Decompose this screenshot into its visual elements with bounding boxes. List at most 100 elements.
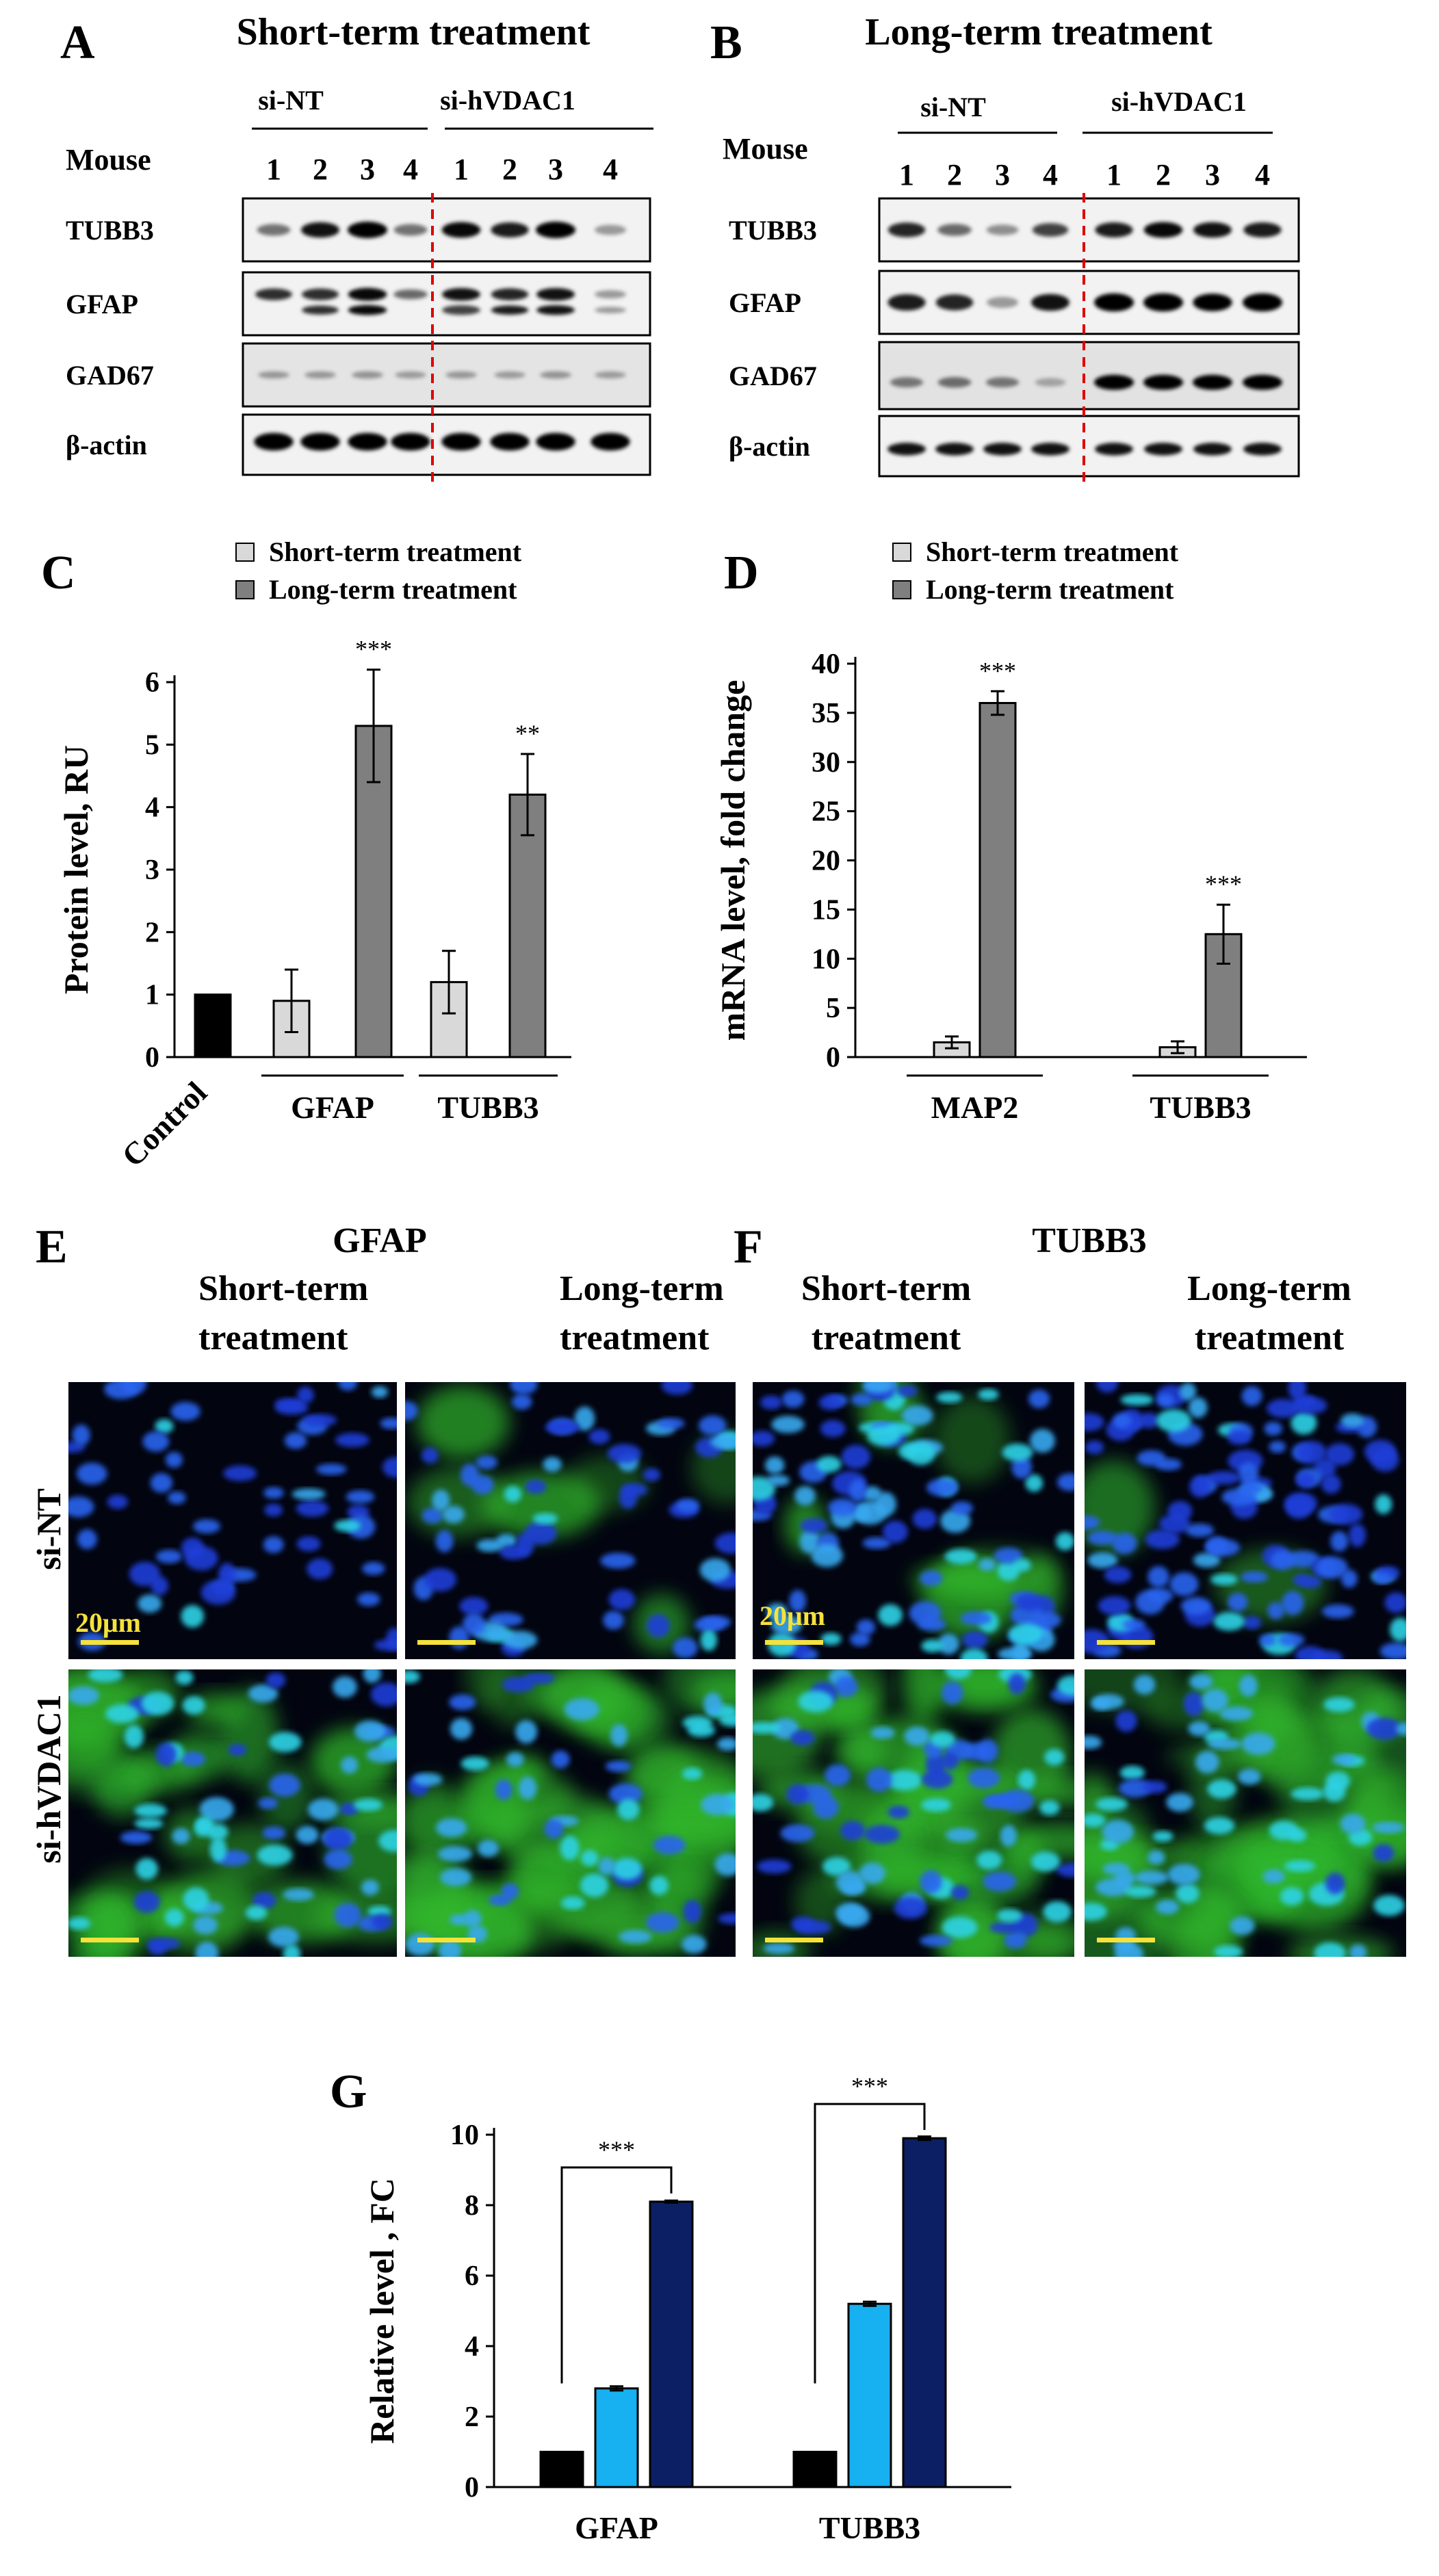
micrograph-image	[753, 1669, 1074, 1957]
panel-d: D 0 5 10 15 20 25 30 35 40 mRNA level, fold chang…	[714, 536, 1307, 1125]
blot-band	[1095, 222, 1133, 237]
panel-b-mouse-label: Mouse	[723, 132, 808, 166]
significance-stars: ***	[851, 2072, 888, 2100]
blot-band	[348, 432, 387, 451]
panel-g-letter: G	[330, 2066, 367, 2118]
category-label: GFAP	[291, 1090, 374, 1125]
panel-g: G 0 2 4 6 8 10 Relative level , FC *** GFAP *** TU…	[330, 2066, 1011, 2545]
blot-band	[442, 287, 480, 301]
chart-c: 0 1 2 3 4 5 6 Protein level, RU Short-term treat…	[57, 536, 571, 1173]
blot-band	[591, 432, 630, 451]
blot-band	[1243, 293, 1282, 312]
blot-band	[304, 371, 336, 379]
y-tick-label: 15	[812, 894, 840, 926]
legend-entry: Short-term treatment	[926, 536, 1179, 567]
y-tick-label: 0	[826, 1042, 840, 1074]
blot-band	[1094, 374, 1134, 390]
panel-e-col1-header: Short-term treatment	[198, 1269, 368, 1357]
blot-band	[1144, 443, 1182, 456]
blot-band	[536, 221, 575, 239]
blot-band	[986, 296, 1019, 309]
y-tick-label: 10	[812, 944, 840, 975]
blot-band	[536, 432, 575, 451]
lane-number: 3	[360, 153, 375, 186]
micrograph-image	[68, 1669, 397, 1957]
legend-swatch	[892, 543, 911, 562]
panel-f: F TUBB3 Short-term treatment Long-term tre…	[734, 1221, 1351, 1357]
blot-band	[490, 432, 530, 451]
category-label: TUBB3	[1150, 1090, 1251, 1125]
lane-number: 2	[947, 158, 962, 192]
micrograph-image	[405, 1382, 736, 1659]
blot-band	[540, 371, 571, 379]
y-tick-label: 3	[145, 855, 159, 886]
blot-band	[890, 377, 924, 388]
protein-label: GAD67	[729, 361, 817, 391]
panel-e-letter: E	[36, 1221, 68, 1273]
lane-number: 1	[899, 158, 914, 192]
blot-band	[594, 224, 627, 235]
lane-number: 2	[502, 153, 517, 186]
legend-entry: Long-term treatment	[926, 574, 1174, 605]
scale-bar-label-f: 20μm	[760, 1600, 825, 1631]
blot-band	[536, 287, 575, 301]
blot-band	[445, 371, 477, 379]
bar	[594, 2387, 639, 2488]
blot-band	[887, 222, 926, 237]
blot-band	[1243, 222, 1282, 237]
blot-band	[393, 289, 428, 300]
blot-band	[1143, 293, 1183, 312]
blot-band	[302, 288, 339, 300]
micrograph-grid	[68, 1382, 1406, 1957]
blot-band	[491, 305, 529, 315]
bar	[847, 2302, 892, 2488]
y-tick-label: 30	[812, 747, 840, 779]
y-tick-label: 0	[465, 2472, 479, 2503]
panel-b: B Long-term treatment si-NT si-hVDAC1 Mo…	[710, 11, 1300, 483]
blot-band	[937, 224, 972, 236]
lane-number: 2	[313, 153, 328, 186]
panel-f-title: TUBB3	[1032, 1221, 1147, 1260]
panel-a-group-si-nt: si-NT	[258, 85, 324, 116]
significance-bracket	[560, 2166, 673, 2384]
blot-band	[594, 307, 627, 313]
control-label: Control	[115, 1075, 213, 1173]
y-tick-label: 5	[826, 993, 840, 1024]
blot-band	[301, 222, 339, 238]
lane-number: 3	[1205, 158, 1220, 192]
y-tick-label: 4	[145, 792, 159, 824]
blot-band	[1193, 294, 1232, 311]
y-tick-label: 25	[812, 796, 840, 828]
blot-band	[937, 377, 972, 388]
blot-band	[1193, 222, 1232, 238]
significance-stars: ***	[1205, 870, 1242, 898]
blot-band	[257, 224, 291, 236]
blot-band	[352, 371, 383, 379]
blot-band	[348, 221, 387, 239]
legend-swatch	[892, 580, 911, 599]
blot-band	[441, 222, 481, 238]
micrograph-image	[753, 1382, 1074, 1659]
blot-band	[1193, 443, 1232, 456]
micrograph-image	[405, 1669, 736, 1957]
y-tick-label: 10	[450, 2120, 479, 2151]
significance-stars: **	[515, 720, 540, 747]
blot-membrane	[878, 341, 1300, 411]
y-tick-label: 6	[145, 667, 159, 699]
y-tick-label: 4	[465, 2331, 479, 2363]
blot-band	[254, 432, 294, 451]
blot-band	[594, 290, 627, 299]
chart-d: 0 5 10 15 20 25 30 35 40 mRNA level, fold change S…	[714, 536, 1307, 1125]
blot-band	[300, 432, 340, 451]
y-tick-label: 8	[465, 2190, 479, 2222]
scale-bar	[81, 1938, 139, 1942]
blot-band	[1031, 443, 1069, 456]
panel-b-group-si-hvdac1: si-hVDAC1	[1111, 86, 1247, 117]
blot-band	[887, 294, 926, 311]
blot-band	[1094, 293, 1134, 312]
legend-entry: Long-term treatment	[269, 574, 517, 605]
panel-b-letter: B	[710, 16, 742, 69]
category-label: MAP2	[931, 1090, 1019, 1125]
lane-number: 4	[1043, 158, 1058, 192]
